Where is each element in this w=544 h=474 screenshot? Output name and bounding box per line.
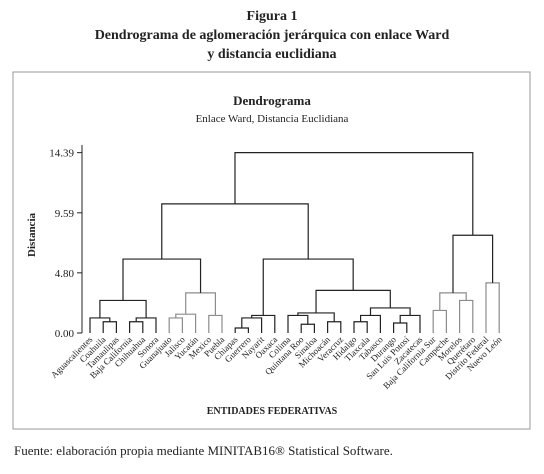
dendrogram-link (485, 282, 500, 333)
figure-title: y distancia euclidiana (207, 47, 336, 62)
dendrogram-link (315, 289, 391, 313)
y-tick-label: 9.59 (55, 208, 75, 220)
y-axis-label: Distancia (26, 213, 38, 258)
dendrogram-link (234, 327, 249, 333)
chart-title: Dendrograma (233, 93, 311, 108)
y-tick-label: 0.00 (55, 328, 75, 340)
chart-frame (12, 71, 531, 430)
dendrogram-link (297, 312, 335, 322)
source: Fuente: elaboración propia mediante MINI… (14, 443, 393, 458)
chart-subtitle: Enlace Ward, Distancia Euclidiana (196, 113, 349, 125)
figure-label: Figura 1 (247, 9, 298, 24)
dendrogram-link (161, 203, 309, 260)
y-tick-label: 14.39 (49, 148, 74, 160)
y-tick-label: 4.80 (55, 268, 75, 280)
dendrogram-link (234, 152, 474, 236)
x-axis-label: ENTIDADES FEDERATIVAS (207, 406, 338, 417)
dendrogram-link (300, 323, 315, 333)
figure-title: Dendrograma de aglomeración jerárquica c… (95, 28, 450, 43)
